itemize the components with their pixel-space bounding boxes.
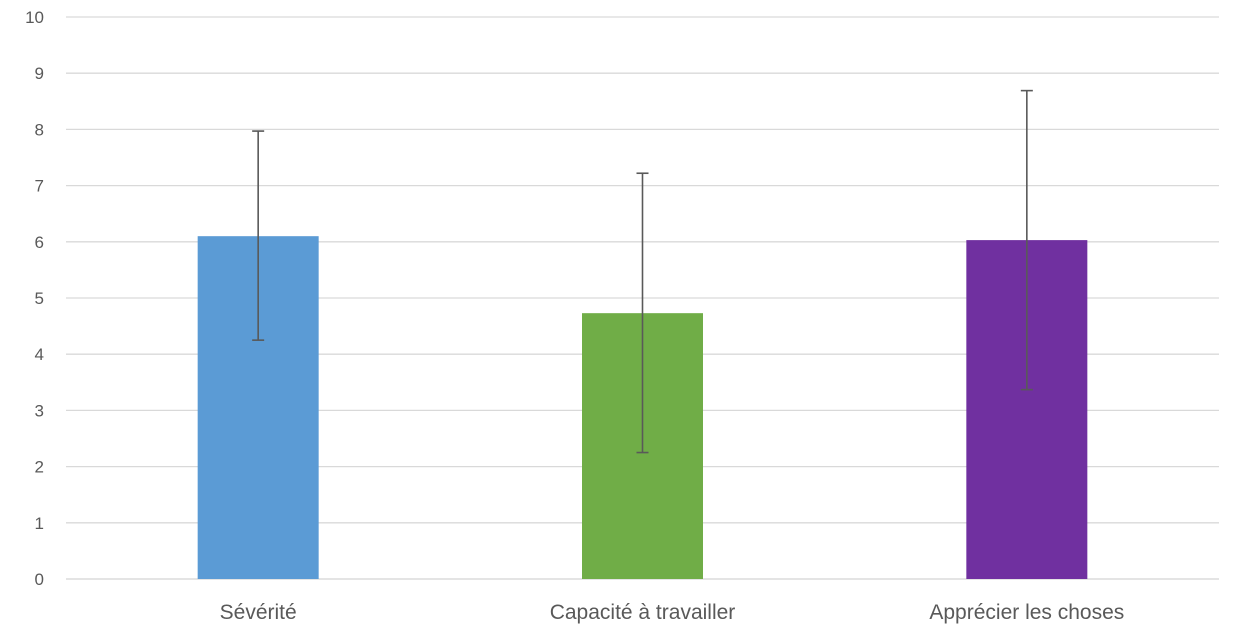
y-tick-label: 0: [35, 570, 44, 589]
y-tick-label: 2: [35, 458, 44, 477]
y-axis-tick-labels: 0 1 2 3 4 5 6 7 8 9 10: [25, 8, 44, 589]
y-tick-label: 5: [35, 289, 44, 308]
error-bars: [252, 89, 1033, 454]
y-tick-label: 1: [35, 514, 44, 533]
category-label: Capacité à travailler: [550, 601, 736, 624]
error-bar-3: [1020, 89, 1033, 391]
y-tick-label: 7: [35, 177, 44, 196]
category-label: Apprécier les choses: [929, 601, 1124, 624]
y-tick-label: 4: [35, 345, 44, 364]
y-tick-label: 6: [35, 233, 44, 252]
category-label: Sévérité: [220, 601, 297, 624]
y-tick-label: 8: [35, 120, 44, 139]
y-tick-label: 10: [25, 8, 44, 27]
error-bar-2: [636, 172, 649, 454]
y-tick-label: 9: [35, 64, 44, 83]
y-tick-label: 3: [35, 401, 44, 420]
error-bar-1: [252, 130, 265, 341]
x-axis-category-labels: Sévérité Capacité à travailler Apprécier l…: [220, 601, 1125, 624]
